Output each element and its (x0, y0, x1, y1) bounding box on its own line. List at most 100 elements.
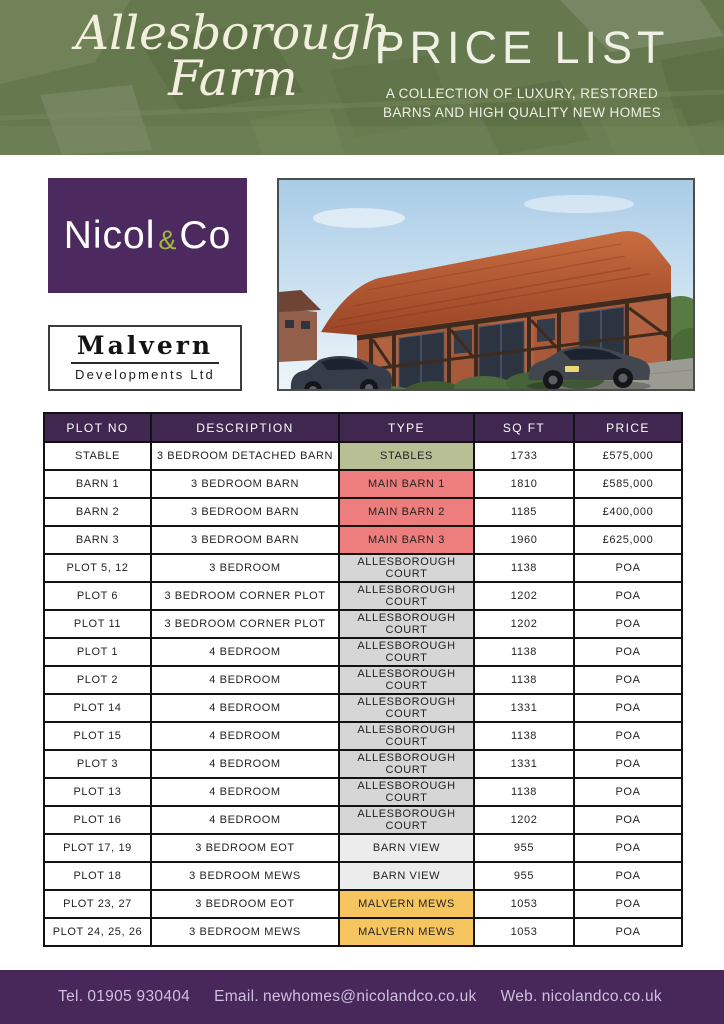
email-address[interactable]: newhomes@nicolandco.co.uk (262, 988, 477, 1005)
plot-no-cell: BARN 3 (43, 525, 152, 555)
sq-ft-cell: 1202 (473, 581, 575, 611)
plot-no-cell: PLOT 17, 19 (43, 833, 152, 863)
type-cell: ALLESBOROUGH COURT (338, 721, 475, 751)
sq-ft-cell: 1138 (473, 553, 575, 583)
footer-bar: Tel. 01905 930404 Email. newhomes@nicoland… (0, 970, 724, 1024)
price-cell: POA (573, 553, 683, 583)
price-table-body: STABLE 3 BEDROOM DETACHED BARN STABLES 1… (43, 441, 683, 947)
description-cell: 4 BEDROOM (150, 665, 340, 695)
table-row: BARN 2 3 BEDROOM BARN MAIN BARN 2 1185 £… (43, 497, 683, 527)
table-row: PLOT 24, 25, 26 3 BEDROOM MEWS MALVERN M… (43, 917, 683, 947)
nicol-logo-text: Nicol (63, 213, 156, 257)
description-cell: 4 BEDROOM (150, 777, 340, 807)
plot-no-cell: PLOT 1 (43, 637, 152, 667)
type-cell: ALLESBOROUGH COURT (338, 665, 475, 695)
tel-number: 01905 930404 (87, 988, 191, 1005)
type-cell: ALLESBOROUGH COURT (338, 749, 475, 779)
page-subtitle-line2: BARNS AND HIGH QUALITY NEW HOMES (382, 104, 662, 120)
price-cell: £575,000 (573, 441, 683, 471)
sq-ft-cell: 955 (473, 833, 575, 863)
price-cell: POA (573, 833, 683, 863)
barn-illustration (279, 180, 693, 389)
description-cell: 3 BEDROOM CORNER PLOT (150, 581, 340, 611)
type-cell: MALVERN MEWS (338, 889, 475, 919)
sq-ft-cell: 1138 (473, 637, 575, 667)
column-header-price: PRICE (573, 412, 683, 443)
sq-ft-cell: 1733 (473, 441, 575, 471)
table-row: PLOT 15 4 BEDROOM ALLESBOROUGH COURT 113… (43, 721, 683, 751)
description-cell: 4 BEDROOM (150, 805, 340, 835)
plot-no-cell: PLOT 13 (43, 777, 152, 807)
plot-no-cell: PLOT 3 (43, 749, 152, 779)
column-header-description: DESCRIPTION (150, 412, 340, 443)
type-cell: ALLESBOROUGH COURT (338, 637, 475, 667)
price-cell: POA (573, 861, 683, 891)
plot-no-cell: PLOT 5, 12 (43, 553, 152, 583)
table-row: PLOT 14 4 BEDROOM ALLESBOROUGH COURT 133… (43, 693, 683, 723)
plot-no-cell: BARN 1 (43, 469, 152, 499)
footer-email[interactable]: Email. newhomes@nicolandco.co.uk (214, 988, 481, 1006)
farm-title: Allesborough Farm (28, 8, 438, 107)
type-cell: ALLESBOROUGH COURT (338, 553, 475, 583)
page-subtitle-line1: A COLLECTION OF LUXURY, RESTORED (385, 86, 659, 101)
development-photo (277, 178, 695, 391)
table-row: PLOT 11 3 BEDROOM CORNER PLOT ALLESBOROU… (43, 609, 683, 639)
table-row: PLOT 17, 19 3 BEDROOM EOT BARN VIEW 955 … (43, 833, 683, 863)
web-address[interactable]: nicolandco.co.uk (541, 988, 662, 1005)
price-cell: POA (573, 581, 683, 611)
price-cell: £585,000 (573, 469, 683, 499)
farm-title-line2: Farm (168, 49, 298, 107)
sq-ft-cell: 1202 (473, 805, 575, 835)
plot-no-cell: PLOT 18 (43, 861, 152, 891)
price-cell: POA (573, 805, 683, 835)
column-header-type: TYPE (338, 412, 475, 443)
price-cell: POA (573, 917, 683, 947)
malvern-logo-subtitle: Developments Ltd (75, 366, 215, 382)
table-row: PLOT 2 4 BEDROOM ALLESBOROUGH COURT 1138… (43, 665, 683, 695)
type-cell: STABLES (338, 441, 475, 471)
table-row: BARN 1 3 BEDROOM BARN MAIN BARN 1 1810 £… (43, 469, 683, 499)
nicol-and-co-logo: Nicol & Co (48, 178, 247, 293)
page-subtitle: A COLLECTION OF LUXURY, RESTORED BARNS A… (372, 85, 672, 123)
type-cell: ALLESBOROUGH COURT (338, 581, 475, 611)
sq-ft-cell: 1185 (473, 497, 575, 527)
sq-ft-cell: 1053 (473, 889, 575, 919)
description-cell: 3 BEDROOM EOT (150, 889, 340, 919)
plot-no-cell: BARN 2 (43, 497, 152, 527)
type-cell: BARN VIEW (338, 861, 475, 891)
table-row: STABLE 3 BEDROOM DETACHED BARN STABLES 1… (43, 441, 683, 471)
malvern-developments-logo: Malvern Developments Ltd (48, 325, 242, 391)
table-row: PLOT 3 4 BEDROOM ALLESBOROUGH COURT 1331… (43, 749, 683, 779)
table-row: PLOT 5, 12 3 BEDROOM ALLESBOROUGH COURT … (43, 553, 683, 583)
description-cell: 4 BEDROOM (150, 693, 340, 723)
description-cell: 4 BEDROOM (150, 637, 340, 667)
footer-website[interactable]: Web. nicolandco.co.uk (501, 988, 666, 1006)
nicol-logo-co: Co (179, 213, 232, 257)
type-cell: ALLESBOROUGH COURT (338, 777, 475, 807)
description-cell: 3 BEDROOM BARN (150, 497, 340, 527)
sq-ft-cell: 1202 (473, 609, 575, 639)
description-cell: 3 BEDROOM BARN (150, 525, 340, 555)
price-cell: £625,000 (573, 525, 683, 555)
sq-ft-cell: 1138 (473, 665, 575, 695)
price-cell: POA (573, 777, 683, 807)
type-cell: ALLESBOROUGH COURT (338, 805, 475, 835)
plot-no-cell: PLOT 11 (43, 609, 152, 639)
table-row: PLOT 6 3 BEDROOM CORNER PLOT ALLESBOROUG… (43, 581, 683, 611)
description-cell: 3 BEDROOM CORNER PLOT (150, 609, 340, 639)
plot-no-cell: PLOT 24, 25, 26 (43, 917, 152, 947)
type-cell: ALLESBOROUGH COURT (338, 609, 475, 639)
sq-ft-cell: 1810 (473, 469, 575, 499)
price-table: PLOT NO DESCRIPTION TYPE SQ FT PRICE STA… (43, 412, 683, 947)
price-cell: POA (573, 693, 683, 723)
sq-ft-cell: 1331 (473, 749, 575, 779)
plot-no-cell: PLOT 14 (43, 693, 152, 723)
nicol-logo-ampersand: & (158, 225, 178, 255)
price-cell: POA (573, 665, 683, 695)
sq-ft-cell: 1960 (473, 525, 575, 555)
plot-no-cell: STABLE (43, 441, 152, 471)
plot-no-cell: PLOT 2 (43, 665, 152, 695)
footer-telephone: Tel. 01905 930404 (58, 988, 194, 1006)
table-row: BARN 3 3 BEDROOM BARN MAIN BARN 3 1960 £… (43, 525, 683, 555)
